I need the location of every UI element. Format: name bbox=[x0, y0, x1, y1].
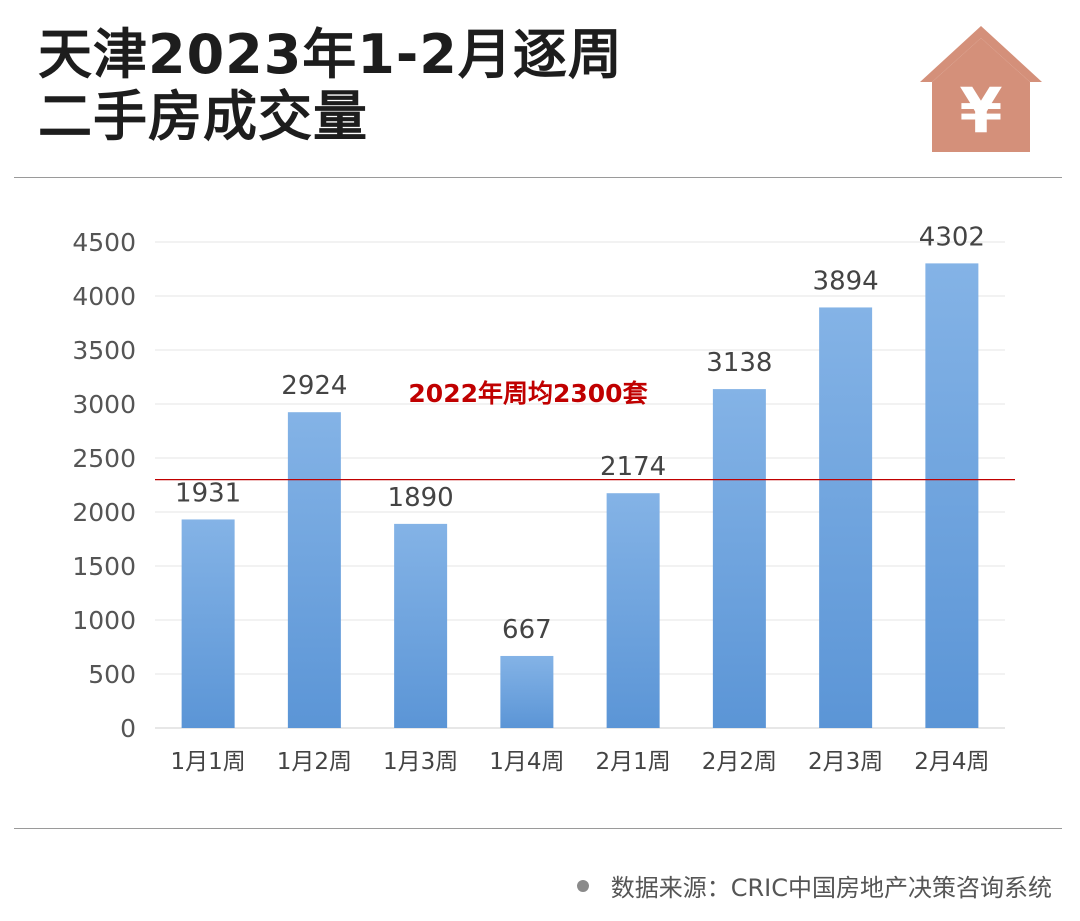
y-tick-label: 2000 bbox=[72, 498, 136, 527]
house-roof bbox=[920, 26, 1042, 82]
y-tick-label: 500 bbox=[88, 660, 136, 689]
source-text: 数据来源：CRIC中国房地产决策咨询系统 bbox=[610, 874, 1052, 902]
yuan-symbol: ¥ bbox=[959, 74, 1002, 147]
bar bbox=[500, 655, 554, 728]
data-label: 2924 bbox=[281, 371, 347, 401]
x-tick-label: 1月4周 bbox=[489, 749, 564, 775]
bar bbox=[394, 523, 448, 728]
title-line-1: 天津2023年1-2月逐周 bbox=[38, 23, 623, 86]
bar bbox=[712, 389, 766, 728]
bar bbox=[925, 263, 979, 728]
data-label: 3138 bbox=[706, 348, 772, 378]
reference-line-group: 2022年周均2300套 bbox=[155, 379, 1015, 481]
y-tick-label: 4500 bbox=[72, 228, 136, 257]
bar-chart: 0 500 1000 1500 2000 2500 3000 3500 4000 4500 193… bbox=[72, 222, 1015, 775]
x-tick-label: 2月4周 bbox=[914, 749, 989, 775]
title-line-2: 二手房成交量 bbox=[38, 85, 368, 148]
reference-line-label: 2022年周均2300套 bbox=[408, 379, 648, 408]
bar bbox=[287, 412, 341, 728]
bar bbox=[819, 307, 873, 728]
x-tick-label: 1月2周 bbox=[277, 749, 352, 775]
data-label: 3894 bbox=[813, 266, 879, 296]
y-tick-label: 0 bbox=[120, 714, 136, 743]
house-body bbox=[932, 38, 1030, 152]
y-tick-label: 3500 bbox=[72, 336, 136, 365]
bullet-dot bbox=[576, 879, 589, 892]
x-tick-label: 2月3周 bbox=[808, 749, 883, 775]
x-tick-label: 2月1周 bbox=[595, 749, 670, 775]
y-tick-label: 2500 bbox=[72, 444, 136, 473]
bar bbox=[606, 493, 660, 728]
bottom-divider bbox=[14, 828, 1062, 829]
chart-title: 天津2023年1-2月逐周 二手房成交量 bbox=[38, 24, 623, 148]
top-divider bbox=[14, 177, 1062, 178]
data-label: 4302 bbox=[919, 222, 985, 252]
source-note: 数据来源：CRIC中国房地产决策咨询系统 bbox=[576, 868, 1052, 903]
x-tick-label: 1月3周 bbox=[383, 749, 458, 775]
y-tick-label: 4000 bbox=[72, 282, 136, 311]
data-label: 1931 bbox=[175, 478, 241, 508]
bar bbox=[181, 519, 235, 728]
bars: 1931 1月1周 2924 1月2周 1890 1月3周 667 1月4周 2174 2月1周 3… bbox=[170, 222, 989, 775]
x-tick-label: 1月1周 bbox=[170, 749, 245, 775]
x-tick-label: 2月2周 bbox=[702, 749, 777, 775]
data-label: 2174 bbox=[600, 452, 666, 482]
data-label: 667 bbox=[502, 615, 552, 645]
y-tick-label: 1500 bbox=[72, 552, 136, 581]
data-label: 1890 bbox=[388, 483, 454, 513]
house-yuan-icon: ¥ bbox=[920, 26, 1042, 152]
y-tick-label: 1000 bbox=[72, 606, 136, 635]
y-tick-label: 3000 bbox=[72, 390, 136, 419]
